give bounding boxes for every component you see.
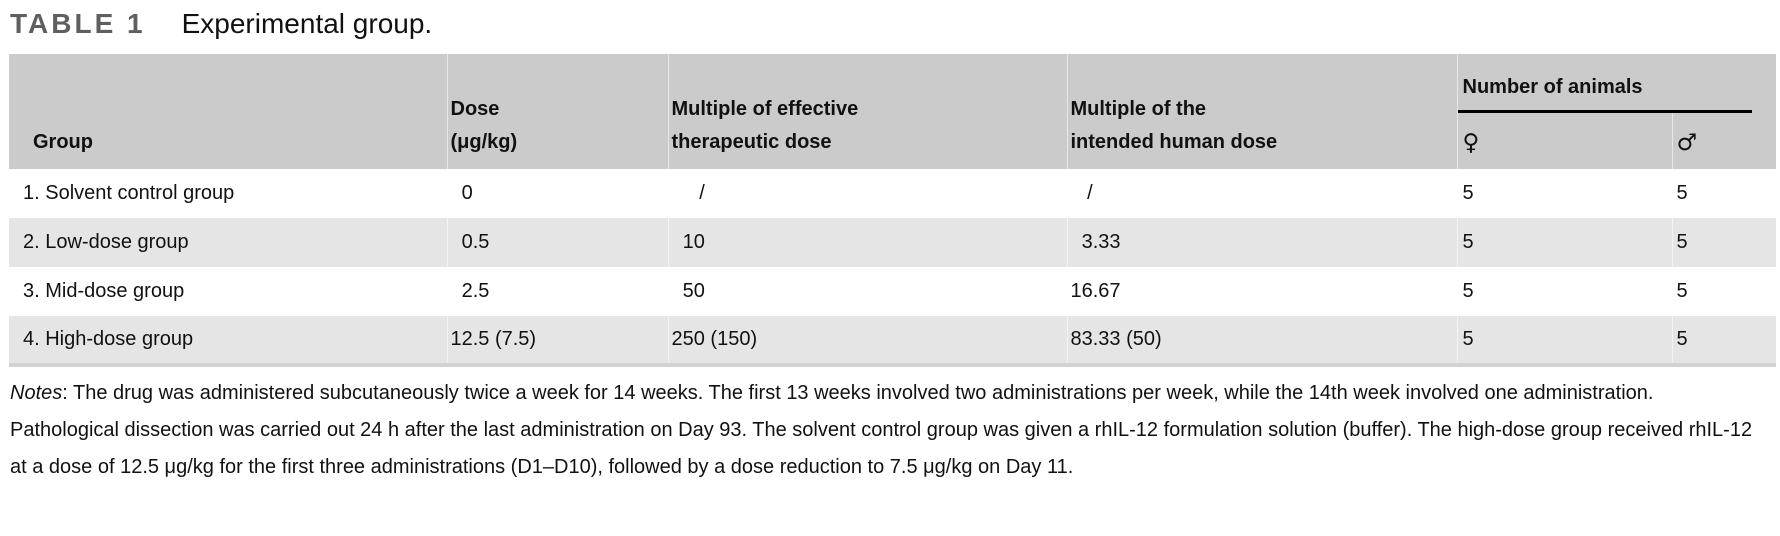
col-header-multiple-human: Multiple of the intended human dose bbox=[1066, 54, 1457, 169]
col-header-multiple-effective: Multiple of effective therapeutic dose bbox=[667, 54, 1067, 169]
cell-dose: 0 bbox=[446, 169, 668, 218]
col-header-dose-line1: Dose bbox=[450, 98, 500, 120]
cell-females: 5 bbox=[1456, 218, 1672, 267]
cell-group: 4. High-dose group bbox=[9, 316, 447, 365]
col-header-dose-line2: (μg/kg) bbox=[450, 131, 518, 153]
table-caption-text: Experimental group. bbox=[181, 8, 433, 39]
col-header-group: Group bbox=[9, 54, 447, 169]
cell-multiple-effective: 10 bbox=[667, 218, 1067, 267]
cell-males: 5 bbox=[1671, 267, 1777, 316]
table-row-mid-dose: 3. Mid-dose group 2.5 50 16.67 5 5 bbox=[9, 267, 1777, 316]
table-header: Group Dose (μg/kg) Multiple of effective t… bbox=[9, 54, 1777, 169]
table-row-solvent-control: 1. Solvent control group 0 / / 5 5 bbox=[9, 169, 1777, 218]
table-row-low-dose: 2. Low-dose group 0.5 10 3.33 5 5 bbox=[9, 218, 1777, 267]
cell-multiple-effective: 50 bbox=[667, 267, 1067, 316]
cell-dose: 12.5 (7.5) bbox=[446, 316, 668, 365]
col-header-male: ♂ bbox=[1671, 113, 1777, 169]
col-header-multiple-human-line1: Multiple of the bbox=[1070, 98, 1207, 120]
cell-group: 3. Mid-dose group bbox=[9, 267, 447, 316]
cell-multiple-human: 16.67 bbox=[1066, 267, 1457, 316]
number-of-animals-label: Number of animals bbox=[1457, 54, 1753, 113]
col-header-female: ♀ bbox=[1456, 113, 1672, 169]
male-icon: ♂ bbox=[1676, 130, 1698, 156]
cell-multiple-human: 3.33 bbox=[1066, 218, 1457, 267]
table-caption: TABLE 1 Experimental group. bbox=[9, 8, 1780, 40]
header-row-sex: ♀ ♂ bbox=[9, 113, 1777, 169]
cell-multiple-effective: / bbox=[667, 169, 1067, 218]
table-notes: Notes: The drug was administered subcuta… bbox=[9, 375, 1767, 486]
cell-group: 2. Low-dose group bbox=[9, 218, 447, 267]
col-header-number-of-animals: Number of animals bbox=[1456, 54, 1777, 113]
col-header-multiple-effective-line2: therapeutic dose bbox=[671, 131, 832, 153]
table-body: 1. Solvent control group 0 / / 5 5 2. Lo… bbox=[9, 169, 1777, 365]
header-row-top: Group Dose (μg/kg) Multiple of effective t… bbox=[9, 54, 1777, 169]
cell-males: 5 bbox=[1671, 316, 1777, 365]
cell-multiple-human: 83.33 (50) bbox=[1066, 316, 1457, 365]
cell-group: 1. Solvent control group bbox=[9, 169, 447, 218]
col-header-dose: Dose (μg/kg) bbox=[446, 54, 668, 169]
col-header-multiple-human-line2: intended human dose bbox=[1070, 131, 1278, 153]
experimental-group-table: Group Dose (μg/kg) Multiple of effective t… bbox=[9, 54, 1777, 367]
cell-females: 5 bbox=[1456, 169, 1672, 218]
table-figure: TABLE 1 Experimental group. Group Dose (μg… bbox=[9, 8, 1780, 486]
cell-males: 5 bbox=[1671, 218, 1777, 267]
cell-multiple-effective: 250 (150) bbox=[667, 316, 1067, 365]
table-row-high-dose: 4. High-dose group 12.5 (7.5) 250 (150) … bbox=[9, 316, 1777, 365]
notes-label: Notes bbox=[10, 382, 63, 404]
notes-text: : The drug was administered subcutaneous… bbox=[10, 382, 1753, 478]
col-header-multiple-effective-line1: Multiple of effective bbox=[671, 98, 859, 120]
table-number-label: TABLE 1 bbox=[10, 8, 146, 39]
cell-males: 5 bbox=[1671, 169, 1777, 218]
cell-multiple-human: / bbox=[1066, 169, 1457, 218]
cell-females: 5 bbox=[1456, 316, 1672, 365]
cell-dose: 2.5 bbox=[446, 267, 668, 316]
cell-dose: 0.5 bbox=[446, 218, 668, 267]
cell-females: 5 bbox=[1456, 267, 1672, 316]
female-icon: ♀ bbox=[1462, 130, 1480, 156]
